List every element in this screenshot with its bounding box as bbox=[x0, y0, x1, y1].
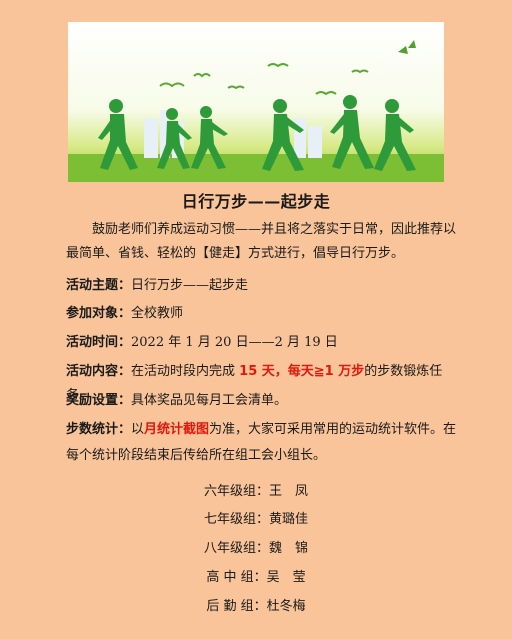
content-post: 的步数锻炼任务。 bbox=[66, 364, 443, 403]
intro-paragraph: 鼓励老师们养成运动习惯——并且将之落实于日常，因此推荐以最简单、省钱、轻松的【健… bbox=[66, 222, 457, 261]
group-item: 六年级组：王 凤 bbox=[203, 484, 308, 499]
page-title: 日行万步——起步走 bbox=[181, 192, 331, 211]
content-label: 活动内容： bbox=[66, 364, 132, 379]
content-pre: 在活动时段内完成 bbox=[131, 364, 240, 379]
theme-value: 日行万步——起步走 bbox=[131, 278, 249, 293]
group-item: 七年级组：黄璐佳 bbox=[203, 512, 308, 527]
reward-label: 奖励设置： bbox=[66, 393, 132, 408]
steps-pre: 以 bbox=[131, 422, 145, 437]
birds-icon bbox=[159, 63, 369, 96]
participants-value: 全校教师 bbox=[131, 306, 184, 321]
steps-highlight: 月统计截图 bbox=[144, 422, 210, 437]
steps-row-2: 每个统计阶段结束后传给所在组工会小组长。 bbox=[66, 448, 327, 463]
banner-image bbox=[68, 22, 444, 182]
steps-label: 步数统计： bbox=[66, 422, 132, 437]
group-item: 高 中 组：吴 莹 bbox=[206, 570, 306, 585]
group-item: 八年级组：魏 锦 bbox=[203, 541, 308, 556]
walker-figures bbox=[98, 95, 416, 171]
steps-row: 步数统计：以月统计截图为准，大家可采用常用的运动统计软件。在 bbox=[66, 418, 466, 442]
time-value: 2022 年 1 月 20 日——2 月 19 日 bbox=[131, 335, 338, 350]
theme-label: 活动主题： bbox=[66, 278, 132, 293]
steps-line1-post: 为准，大家可采用常用的运动统计软件。在 bbox=[209, 422, 457, 437]
participants-label: 参加对象： bbox=[66, 306, 132, 321]
butterfly-icon bbox=[398, 40, 416, 54]
time-label: 活动时间： bbox=[66, 335, 132, 350]
time-row: 活动时间：2022 年 1 月 20 日——2 月 19 日 bbox=[66, 331, 466, 355]
walking-people-illustration bbox=[68, 40, 444, 182]
reward-row: 奖励设置：具体奖品见每月工会清单。 bbox=[66, 389, 466, 413]
content-highlight: 15 天，每天≧1 万步 bbox=[239, 364, 365, 379]
theme-row: 活动主题：日行万步——起步走 bbox=[66, 274, 466, 298]
participants-row: 参加对象：全校教师 bbox=[66, 302, 466, 326]
reward-value: 具体奖品见每月工会清单。 bbox=[131, 393, 288, 408]
content-row: 活动内容：在活动时段内完成 15 天，每天≧1 万步的步数锻炼任务。 bbox=[66, 360, 466, 408]
group-item: 后 勤 组：杜冬梅 bbox=[206, 599, 306, 614]
